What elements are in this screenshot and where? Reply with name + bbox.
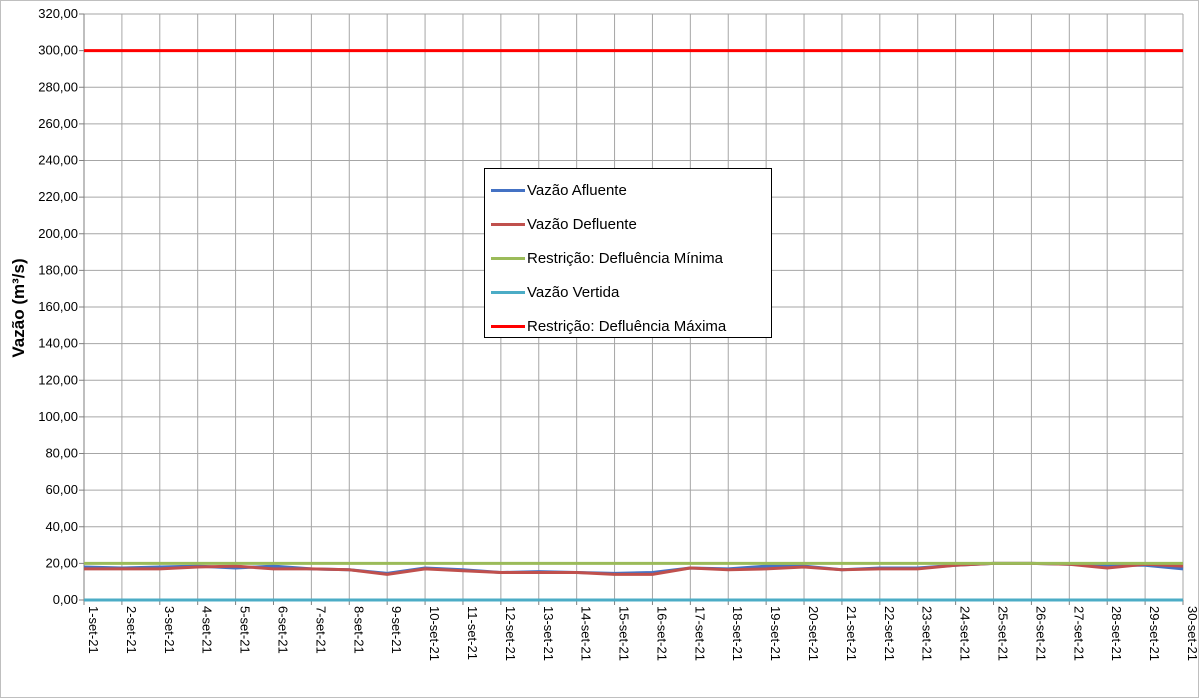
x-tick-label: 10-set-21 (427, 606, 442, 661)
legend-label: Restrição: Defluência Máxima (527, 317, 727, 335)
y-tick-label: 280,00 (38, 79, 78, 94)
x-tick-label: 29-set-21 (1147, 606, 1162, 661)
x-tick-label: 9-set-21 (389, 606, 404, 654)
x-tick-label: 3-set-21 (162, 606, 177, 654)
y-tick-label: 80,00 (45, 446, 78, 461)
series-lines (83, 49, 1184, 602)
x-tick-label: 27-set-21 (1071, 606, 1086, 661)
y-tick-label: 160,00 (38, 299, 78, 314)
y-tick-label: 300,00 (38, 43, 78, 58)
x-tick-label: 28-set-21 (1109, 606, 1124, 661)
x-tick-label: 23-set-21 (920, 606, 935, 661)
legend-item: Vazão Vertida (491, 275, 771, 309)
x-tick-label: 22-set-21 (882, 606, 897, 661)
y-tick-label: 220,00 (38, 189, 78, 204)
x-tick-label: 18-set-21 (730, 606, 745, 661)
y-tick-label: 20,00 (45, 555, 78, 570)
x-tick-label: 30-set-21 (1185, 606, 1199, 661)
y-tick-label: 0,00 (53, 592, 78, 607)
x-tick-label: 19-set-21 (768, 606, 783, 661)
x-tick-label: 8-set-21 (351, 606, 366, 654)
x-tick-label: 13-set-21 (541, 606, 556, 661)
legend-label: Vazão Afluente (527, 181, 627, 199)
legend-swatch (491, 256, 525, 260)
x-tick-label: 16-set-21 (654, 606, 669, 661)
legend-swatch (491, 324, 525, 328)
x-tick-label: 26-set-21 (1033, 606, 1048, 661)
x-tick-label: 6-set-21 (275, 606, 290, 654)
x-tick-label: 25-set-21 (996, 606, 1011, 661)
legend-item: Restrição: Defluência Mínima (491, 241, 771, 275)
y-tick-label: 140,00 (38, 336, 78, 351)
y-tick-label: 200,00 (38, 226, 78, 241)
x-tick-label: 5-set-21 (238, 606, 253, 654)
legend-item: Restrição: Defluência Máxima (491, 309, 771, 343)
x-tick-label: 15-set-21 (617, 606, 632, 661)
legend-swatch (491, 290, 525, 294)
x-tick-label: 1-set-21 (86, 606, 101, 654)
chart-legend: Vazão Afluente Vazão Defluente Restrição: … (484, 168, 772, 338)
y-axis-label: Vazão (m³/s) (9, 258, 28, 357)
legend-swatch (491, 188, 525, 192)
x-tick-label: 24-set-21 (958, 606, 973, 661)
x-tick-label: 2-set-21 (124, 606, 139, 654)
y-tick-label: 60,00 (45, 482, 78, 497)
x-tick-label: 14-set-21 (579, 606, 594, 661)
y-tick-label: 120,00 (38, 372, 78, 387)
y-tick-label: 100,00 (38, 409, 78, 424)
legend-label: Vazão Vertida (527, 283, 620, 301)
legend-item: Vazão Defluente (491, 207, 771, 241)
x-tick-label: 4-set-21 (200, 606, 215, 654)
y-tick-label: 180,00 (38, 262, 78, 277)
x-tick-label: 17-set-21 (692, 606, 707, 661)
x-axis-ticks: 1-set-21 2-set-21 3-set-21 4-set-21 5-set-21… (83, 600, 1199, 661)
x-tick-label: 12-set-21 (503, 606, 518, 661)
x-tick-label: 21-set-21 (844, 606, 859, 661)
legend-label: Vazão Defluente (527, 215, 637, 233)
x-tick-label: 7-set-21 (313, 606, 328, 654)
y-tick-label: 240,00 (38, 153, 78, 168)
y-tick-label: 260,00 (38, 116, 78, 131)
y-axis-ticks: 0,00 20,00 40,00 60,00 80,00 100,00 120,00 140,… (38, 6, 84, 607)
y-tick-label: 320,00 (38, 6, 78, 21)
x-tick-label: 11-set-21 (465, 606, 480, 660)
legend-label: Restrição: Defluência Mínima (527, 249, 723, 267)
legend-item: Vazão Afluente (491, 173, 771, 207)
y-tick-label: 40,00 (45, 519, 78, 534)
x-tick-label: 20-set-21 (806, 606, 821, 661)
legend-swatch (491, 222, 525, 226)
